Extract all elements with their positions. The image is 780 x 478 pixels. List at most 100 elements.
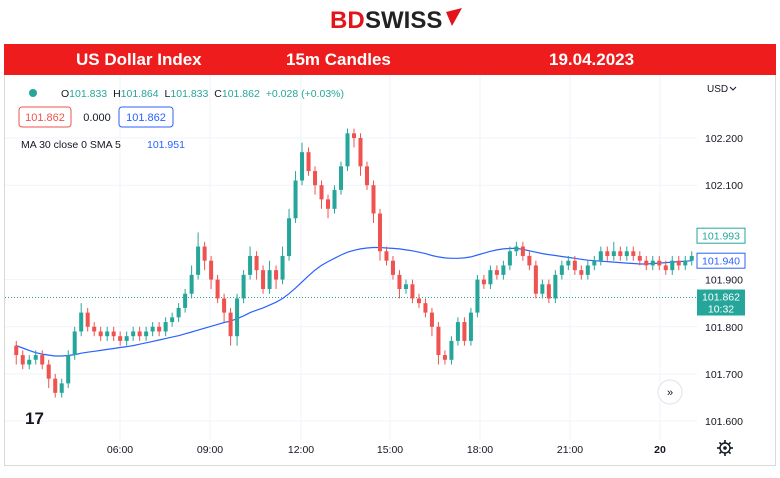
candle-body	[358, 138, 363, 167]
legend-l-label: L	[165, 88, 171, 100]
candle-body	[579, 270, 584, 275]
candle-body	[111, 331, 116, 337]
candle-body	[514, 246, 519, 252]
candle-body	[442, 355, 447, 360]
status-dot-icon	[29, 89, 37, 97]
candle-body	[196, 246, 201, 275]
gear-icon[interactable]	[717, 440, 733, 456]
candle-body	[494, 270, 499, 275]
legend-c-value: 101.862	[222, 88, 260, 100]
price-axis[interactable]: 102.200 102.100 101.900 101.800 101.700 101.6…	[696, 133, 746, 428]
buy-price: 101.862	[126, 112, 166, 124]
chevron-down-icon[interactable]	[729, 86, 737, 91]
candle-body	[403, 284, 408, 290]
candle-body	[501, 265, 506, 275]
candle-body	[92, 326, 97, 332]
candle-body	[611, 251, 616, 256]
currency-selector[interactable]: USD	[707, 84, 728, 95]
candle-body	[650, 260, 655, 266]
candle-body	[644, 260, 649, 266]
candle-body	[592, 260, 597, 266]
candle-body	[300, 152, 305, 181]
candle-layer	[14, 128, 694, 398]
candle-body	[280, 255, 285, 280]
candle-body	[170, 317, 175, 323]
candle-body	[59, 383, 64, 393]
candle-body	[248, 255, 253, 275]
grid	[5, 75, 697, 440]
candle-body	[14, 345, 19, 356]
candle-body	[553, 274, 558, 299]
sell-price-box[interactable]	[18, 106, 72, 128]
candle-body	[261, 270, 266, 290]
candle-body	[33, 355, 38, 360]
upper-band-text: 101.993	[702, 231, 740, 243]
candle-body	[631, 251, 636, 256]
ma-line	[15, 246, 692, 357]
candle-body	[540, 284, 545, 294]
candle-body	[118, 336, 123, 341]
candle-body	[176, 307, 181, 318]
candle-body	[475, 279, 480, 313]
legend-l-value: 101.833	[170, 88, 208, 100]
y-tick-label: 102.100	[705, 180, 743, 192]
instrument-title: US Dollar Index	[76, 50, 202, 69]
legend-o-value: 101.833	[69, 88, 107, 100]
title-banner: US Dollar Index 15m Candles 19.04.2023	[4, 44, 776, 75]
candle-body	[377, 213, 382, 252]
candle-body	[624, 251, 629, 256]
candle-body	[488, 270, 493, 285]
sell-price: 101.862	[25, 112, 65, 124]
candle-body	[235, 298, 240, 337]
candle-body	[449, 340, 454, 360]
candle-body	[72, 331, 77, 356]
candle-body	[676, 260, 681, 266]
candle-body	[345, 133, 350, 167]
scroll-realtime-button[interactable]	[657, 379, 683, 405]
ma-legend-label: MA 30 close 0 SMA 5	[21, 139, 121, 151]
brand-logo: BD SWISS	[0, 0, 780, 40]
last-price-tag	[697, 289, 745, 316]
svg-text:O101.833 H101.864: O101.833 H101.864 L101.833 C101.862 +0.0…	[61, 88, 344, 100]
double-chevron-right-icon[interactable]: »	[667, 387, 673, 399]
candle-body	[313, 171, 318, 186]
candle-body	[572, 260, 577, 271]
candle-body	[423, 303, 428, 313]
candle-body	[53, 378, 58, 393]
x-tick-label: 06:00	[107, 444, 133, 456]
buy-price-box[interactable]	[118, 106, 174, 128]
candle-body	[371, 185, 376, 214]
candle-body	[293, 180, 298, 219]
time-axis[interactable]: 06:00 09:00 12:00 15:00 18:00 21:00 20	[107, 444, 666, 456]
candle-body	[364, 166, 370, 186]
candle-body	[98, 331, 103, 337]
candle-body	[40, 355, 45, 365]
upper-band-tag	[696, 227, 746, 244]
candle-body	[131, 331, 136, 337]
candle-body	[351, 133, 357, 139]
y-tick-label: 101.900	[705, 275, 743, 287]
candle-body	[533, 265, 538, 294]
candle-body	[150, 326, 155, 332]
x-tick-label: 21:00	[557, 444, 583, 456]
y-tick-label: 101.800	[705, 322, 743, 334]
date-title: 19.04.2023	[549, 50, 635, 69]
candle-body	[222, 298, 227, 313]
candlestick-chart[interactable]: 102.200 102.100 101.900 101.800 101.700 101.6…	[5, 75, 777, 466]
logo-arrow-icon	[446, 8, 462, 26]
candle-body	[137, 331, 142, 337]
legend-h-value: 101.864	[121, 88, 159, 100]
x-tick-label: 15:00	[377, 444, 403, 456]
candle-body	[228, 312, 233, 337]
last-price-text: 101.862	[702, 292, 740, 304]
timeframe-title: 15m Candles	[286, 50, 391, 69]
candle-body	[507, 251, 512, 266]
x-tick-label: 20	[654, 444, 666, 456]
candle-body	[326, 199, 331, 209]
candle-body	[598, 251, 603, 261]
candle-body	[481, 279, 486, 285]
x-tick-label: 18:00	[467, 444, 493, 456]
candle-body	[384, 251, 389, 261]
candle-body	[527, 255, 532, 266]
logo-text-bd: BD	[330, 7, 365, 34]
